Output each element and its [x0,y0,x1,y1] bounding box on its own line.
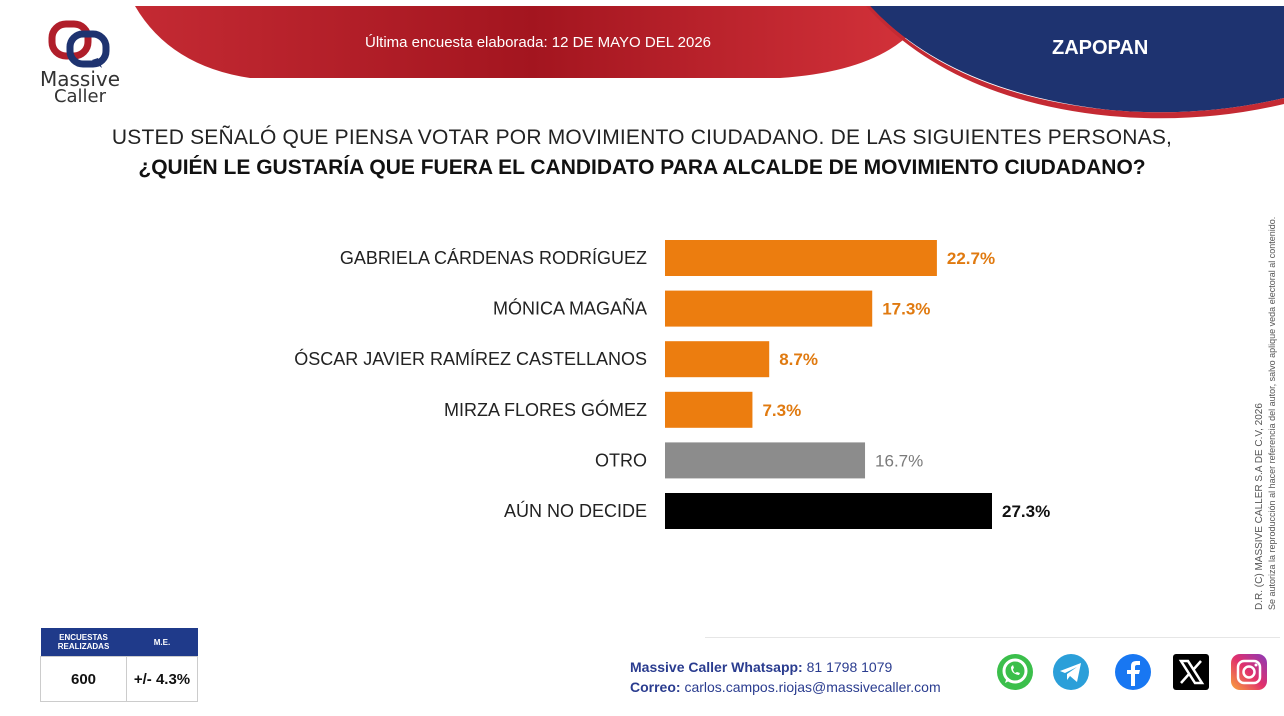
x-icon[interactable] [1171,652,1211,692]
data-label: 8.7% [779,350,818,369]
copyright-line-2: Se autoriza la reproducción al hacer ref… [1267,216,1277,610]
whatsapp-icon[interactable] [995,652,1035,692]
whatsapp-number[interactable]: 81 1798 1079 [806,659,893,675]
data-label: 27.3% [1002,502,1050,521]
bar-chart: GABRIELA CÁRDENAS RODRÍGUEZ 22.7% MÓNICA M… [294,240,1050,529]
copyright-notice: D.R. (C) MASSIVE CALLER S.A DE C.V, 2026… [1253,130,1279,610]
category-label: ÓSCAR JAVIER RAMÍREZ CASTELLANOS [294,348,647,369]
survey-stats-table: ENCUESTAS REALIZADAS M.E. 600 +/- 4.3% [40,628,198,702]
brand-logo: Massive Caller [30,20,130,112]
margin-error-value: +/- 4.3% [126,656,198,702]
header-banner [135,6,1284,119]
category-label: MIRZA FLORES GÓMEZ [444,399,647,420]
bar [665,290,873,327]
surveys-value: 600 [40,656,127,702]
data-label: 22.7% [947,249,995,268]
question-line-2: ¿QUIÉN LE GUSTARÍA QUE FUERA EL CANDIDAT… [138,156,1146,179]
brand-name-line2: Caller [53,86,107,107]
bar [665,391,753,428]
brand-name-line1: Massive [39,67,121,91]
category-label: OTRO [595,450,647,470]
copyright-line-1: D.R. (C) MASSIVE CALLER S.A DE C.V, 2026 [1254,403,1265,610]
bar [665,442,866,479]
contact-info: Massive Caller Whatsapp: 81 1798 1079 Co… [630,657,941,697]
survey-date: Última encuesta elaborada: 12 DE MAYO DE… [365,34,712,51]
instagram-icon[interactable] [1229,652,1269,692]
facebook-icon[interactable] [1113,652,1153,692]
email-label: Correo: [630,679,681,695]
footer-divider [705,637,1280,638]
telegram-icon[interactable] [1051,652,1091,692]
email-contact: Correo: carlos.campos.riojas@massivecall… [630,677,941,697]
whatsapp-contact: Massive Caller Whatsapp: 81 1798 1079 [630,657,941,677]
data-label: 7.3% [762,401,801,420]
category-label: AÚN NO DECIDE [504,500,647,521]
category-label: MÓNICA MAGAÑA [493,298,647,319]
bar [665,341,770,378]
question-line-1: USTED SEÑALÓ QUE PIENSA VOTAR POR MOVIMI… [111,126,1173,149]
data-label: 16.7% [875,451,923,470]
data-label: 17.3% [882,300,930,319]
category-label: GABRIELA CÁRDENAS RODRÍGUEZ [340,248,647,268]
surveys-header: ENCUESTAS REALIZADAS [40,628,127,657]
logo-mark-icon [48,20,110,68]
bar [665,493,992,529]
bar [665,240,937,276]
email-address[interactable]: carlos.campos.riojas@massivecaller.com [684,679,941,695]
region-title: ZAPOPAN [1052,37,1149,59]
whatsapp-label: Massive Caller Whatsapp: [630,659,803,675]
margin-error-header: M.E. [126,628,198,657]
